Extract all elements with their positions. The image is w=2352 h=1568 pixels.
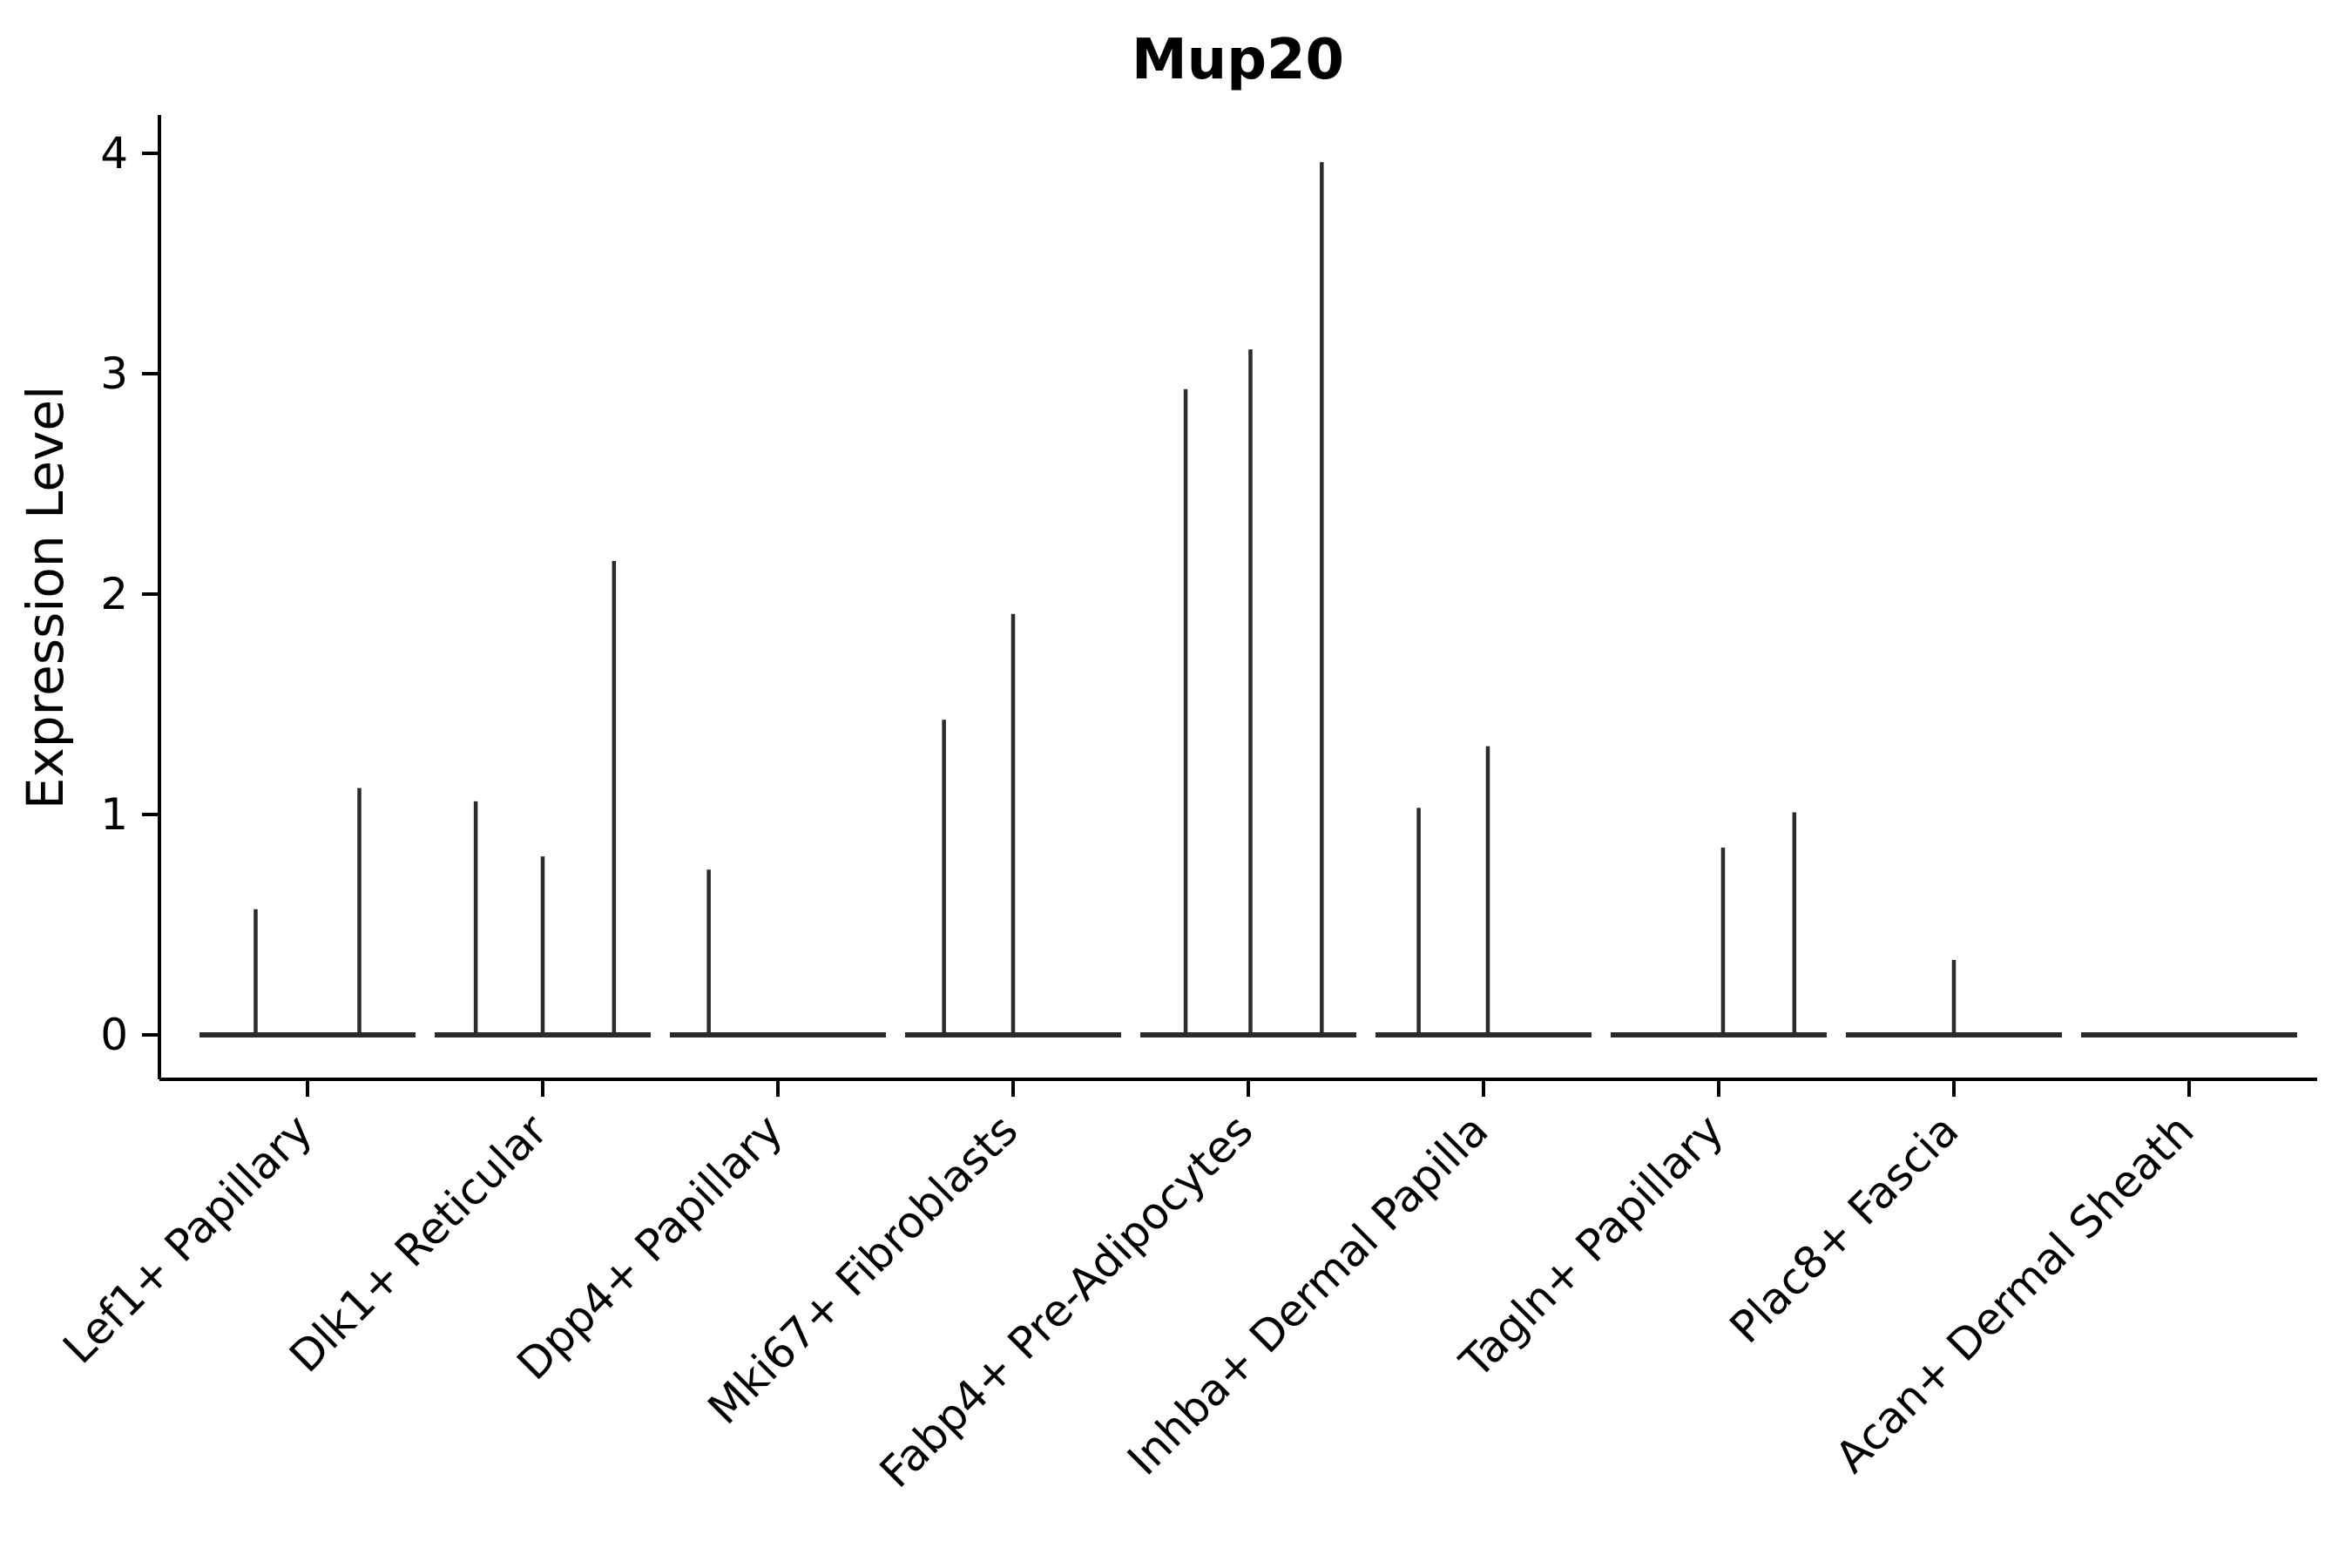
x-tick-label: Tagln+ Papillary (1450, 1105, 1733, 1388)
x-tick-label: Plac8+ Fascia (1720, 1105, 1969, 1353)
y-tick-label: 1 (100, 789, 128, 840)
y-tick-label: 0 (100, 1010, 128, 1060)
y-tick-label: 4 (100, 128, 128, 179)
x-tick-label: Dlk1+ Reticular (280, 1105, 557, 1382)
x-tick-label: Fabp4+ Pre-Adipocytes (870, 1105, 1263, 1497)
y-tick-label: 3 (100, 348, 128, 399)
y-tick-label: 2 (100, 569, 128, 619)
y-axis-label: Expression Level (16, 386, 75, 809)
x-tick-label: Lef1+ Papillary (53, 1105, 321, 1373)
chart-title: Mup20 (1132, 28, 1344, 92)
